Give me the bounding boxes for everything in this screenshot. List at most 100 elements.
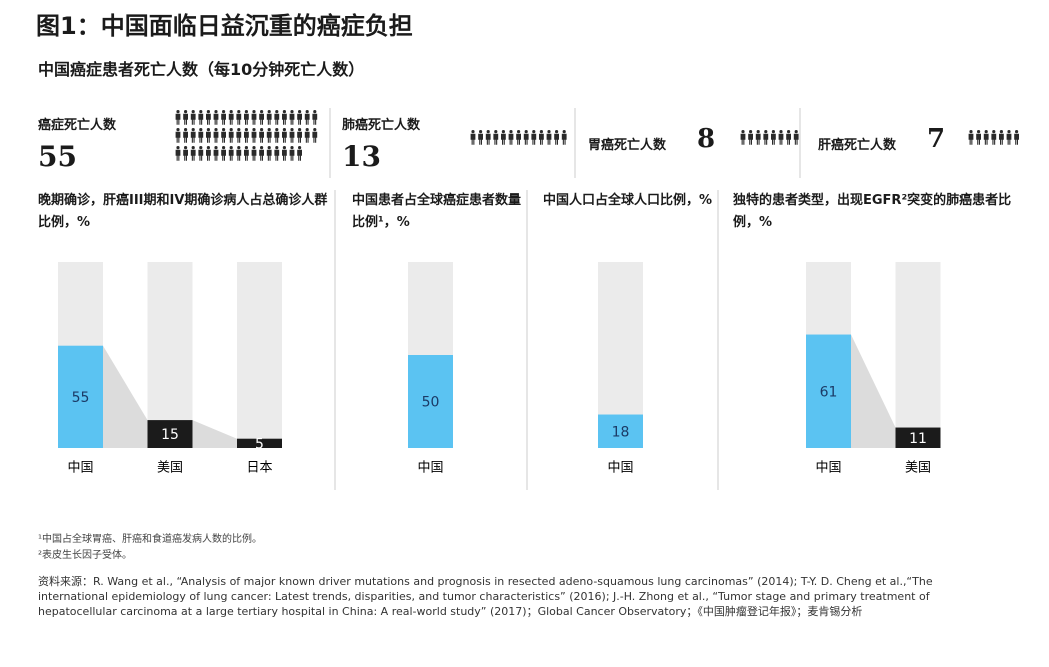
person-icon — [508, 130, 514, 145]
person-icon — [546, 130, 552, 145]
person-icon — [175, 145, 181, 161]
chart-title: 独特的患者类型，出现EGFR²突变的肺癌患者比例，% — [733, 193, 1012, 230]
death-label: 肺癌死亡人数 — [342, 118, 421, 133]
person-icon — [289, 128, 295, 143]
person-icon — [259, 128, 264, 143]
person-icon — [297, 146, 302, 161]
person-icon — [175, 127, 181, 143]
bar — [58, 345, 103, 448]
person-icon — [999, 130, 1004, 145]
bar-track — [895, 262, 941, 448]
person-icon — [281, 128, 287, 143]
person-icon — [190, 110, 196, 125]
bar — [598, 414, 643, 448]
person-icon — [763, 130, 769, 145]
person-icon — [190, 146, 196, 161]
person-icon — [297, 128, 302, 143]
person-icon — [289, 146, 295, 161]
person-icon — [198, 110, 204, 125]
person-icon — [259, 146, 264, 161]
person-icon — [312, 128, 318, 143]
death-value: 13 — [342, 140, 381, 173]
title: 图1：中国面临日益沉重的癌症负担 — [36, 12, 413, 40]
person-icon — [243, 110, 249, 125]
bar-track — [237, 262, 282, 448]
death-label: 胃癌死亡人数 — [588, 138, 667, 153]
person-icon — [236, 128, 242, 143]
x-tick-label: 中国 — [67, 461, 93, 476]
x-tick-label: 中国 — [815, 461, 841, 476]
value-label: 15 — [161, 427, 179, 443]
person-icon — [236, 110, 242, 125]
death-value: 7 — [927, 124, 946, 154]
bar — [147, 420, 193, 448]
person-icon — [281, 146, 287, 161]
person-icon — [221, 110, 226, 125]
person-icon — [748, 130, 753, 145]
person-icon — [1006, 130, 1012, 145]
person-icon — [198, 146, 204, 161]
person-icon — [793, 130, 799, 145]
person-icon — [523, 130, 529, 145]
x-tick-label: 美国 — [157, 461, 183, 476]
bar — [408, 355, 453, 448]
person-icon — [771, 130, 776, 145]
bar — [806, 334, 851, 448]
person-icon — [274, 110, 280, 125]
person-icon — [289, 110, 295, 125]
connector — [192, 420, 237, 448]
person-icon — [228, 146, 234, 161]
value-label: 18 — [612, 424, 630, 440]
person-icon — [228, 128, 234, 143]
footnote: ²表皮生长因子受体。 — [38, 550, 133, 561]
person-icon — [976, 130, 981, 145]
bar-track — [147, 262, 193, 448]
person-icon — [500, 130, 506, 145]
person-icon — [183, 110, 188, 125]
person-icon — [205, 110, 211, 125]
person-icon — [304, 110, 310, 125]
person-icon — [221, 146, 226, 161]
person-icon — [183, 146, 188, 161]
person-icon — [274, 128, 280, 143]
person-icon — [539, 130, 544, 145]
person-icon — [251, 146, 257, 161]
person-icon — [740, 130, 746, 145]
death-label: 肝癌死亡人数 — [818, 138, 897, 153]
person-icon — [266, 110, 272, 125]
person-icon — [554, 130, 559, 145]
person-icon — [221, 128, 226, 143]
footnote: ¹中国占全球胃癌、肝癌和食道癌发病人数的比例。 — [38, 534, 263, 545]
chart-title: 中国人口占全球人口比例，% — [543, 193, 713, 208]
bar — [237, 438, 282, 448]
person-icon — [266, 146, 272, 161]
x-tick-label: 美国 — [905, 461, 931, 476]
person-icon — [198, 128, 204, 143]
subtitle: 中国癌症患者死亡人数（每10分钟死亡人数） — [38, 60, 365, 79]
value-label: 11 — [909, 431, 927, 447]
chart-title: 中国患者占全球癌症患者数量比例¹，% — [352, 193, 522, 230]
person-icon — [778, 130, 784, 145]
source: 资料来源：R. Wang et al., “Analysis of major … — [38, 575, 933, 618]
person-icon — [991, 130, 997, 145]
bar — [895, 427, 941, 448]
person-icon — [786, 130, 791, 145]
person-icon — [213, 128, 219, 143]
person-icon — [312, 110, 318, 125]
person-icon — [493, 130, 499, 145]
connector — [103, 345, 148, 448]
person-icon — [213, 146, 219, 161]
chart-title: 晚期确诊，肝癌III期和IV期确诊病人占总确诊人群比例，% — [38, 193, 328, 230]
person-icon — [516, 130, 521, 145]
person-icon — [274, 146, 280, 161]
value-label: 5 — [255, 436, 264, 452]
person-icon — [175, 109, 181, 125]
value-label: 55 — [72, 390, 90, 406]
person-icon — [304, 128, 310, 143]
person-icon — [485, 130, 491, 145]
person-icon — [561, 130, 567, 145]
person-icon — [983, 130, 989, 145]
person-icon — [470, 130, 476, 145]
person-icon — [243, 128, 249, 143]
